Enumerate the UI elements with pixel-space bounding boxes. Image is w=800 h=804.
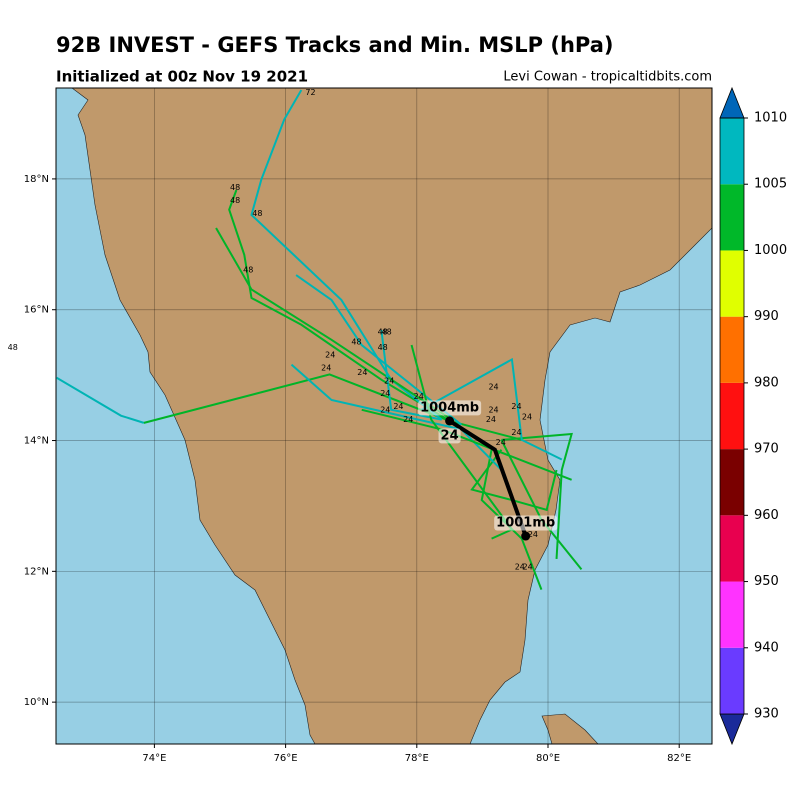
y-tick-label: 18°N	[24, 174, 49, 185]
hour-label: 24	[357, 368, 367, 377]
colorbar-tick-label: 1010	[754, 111, 787, 126]
island	[541, 713, 599, 744]
ensemble-track	[501, 432, 573, 559]
land	[71, 88, 712, 744]
colorbar-segment	[720, 581, 744, 648]
hour-label: 24	[528, 530, 538, 539]
title: 92B INVEST - GEFS Tracks and Min. MSLP (…	[56, 33, 614, 57]
ensemble-track	[228, 189, 451, 422]
colorbar-tick-label: 990	[754, 309, 779, 324]
ensemble-track	[295, 274, 463, 426]
colorbar-tick-label: 1005	[754, 177, 787, 192]
colorbar-extend-low	[719, 713, 745, 746]
hour-label: 24	[488, 405, 498, 414]
mean-track-label: 24	[441, 428, 459, 443]
credit: Levi Cowan - tropicaltidbits.com	[503, 70, 712, 85]
hour-label: 48	[8, 343, 18, 352]
colorbar-tick-label: 960	[754, 508, 779, 523]
ensemble-track	[56, 376, 145, 424]
subtitle: Initialized at 00z Nov 19 2021	[56, 68, 308, 86]
hour-label: 72	[305, 88, 315, 97]
mean-track-label: 1004mb	[420, 400, 479, 415]
hour-label: 24	[403, 415, 413, 424]
ensemble-track	[290, 363, 503, 471]
map-layer: 74°E 76°E 78°E 80°E 82°E 10°N 12°N 14°N 16°N 18°N…	[8, 88, 712, 764]
mean-track-point	[445, 416, 455, 426]
hour-label: 48	[351, 337, 361, 346]
ensemble-track	[420, 357, 563, 461]
hour-label: 24	[488, 382, 498, 391]
hour-label: 48	[252, 209, 262, 218]
colorbar-segment	[720, 449, 744, 516]
colorbar-tick-label: 940	[754, 640, 779, 655]
colorbar-tick-label: 980	[754, 375, 779, 390]
y-tick-label: 12°N	[24, 566, 49, 577]
colorbar-frame	[719, 117, 745, 715]
colorbar-segment	[720, 515, 744, 582]
ensemble-track	[380, 329, 442, 421]
colorbar-segment	[720, 250, 744, 317]
colorbar-segment	[720, 647, 744, 714]
hour-label: 24	[384, 377, 394, 386]
track-layer	[56, 89, 583, 591]
colorbar-segment	[720, 382, 744, 450]
hour-label: 24	[321, 363, 331, 372]
x-tick-label: 76°E	[274, 753, 298, 764]
y-tick-label: 14°N	[24, 436, 49, 447]
colorbar-tick-label: 1000	[754, 243, 787, 258]
colorbar-segment	[720, 184, 744, 251]
colorbar-tick-label: 970	[754, 442, 779, 457]
hour-label: 24	[496, 438, 506, 447]
colorbar-tick-label: 950	[754, 574, 779, 589]
hour-label: 24	[414, 392, 424, 401]
hour-label: 48	[230, 183, 240, 192]
hour-label: 48	[382, 327, 392, 336]
y-tick-label: 10°N	[24, 697, 49, 708]
hour-label: 24	[393, 402, 403, 411]
y-tick-label: 16°N	[24, 305, 49, 316]
label-box	[494, 515, 558, 531]
hour-label: 48	[243, 265, 253, 274]
mean-track	[448, 419, 528, 537]
hour-label: 24	[511, 402, 521, 411]
hour-label: 24	[522, 412, 532, 421]
mean-track-point	[521, 531, 531, 541]
hour-label: 24	[511, 428, 521, 437]
x-tick-label: 74°E	[142, 753, 166, 764]
hour-label: 24	[515, 562, 525, 571]
colorbar-segment	[720, 316, 744, 383]
hour-label: 48	[378, 327, 388, 336]
ensemble-track	[215, 227, 453, 421]
colorbar: 930 940 950 960 970 980 990 1000 1005 1010	[719, 86, 787, 746]
mean-track-label: 1001mb	[496, 516, 555, 531]
label-box	[438, 428, 461, 444]
map-frame	[55, 87, 713, 745]
colorbar-segment	[720, 118, 744, 185]
hour-label: 24	[523, 562, 533, 571]
x-tick-label: 78°E	[405, 753, 429, 764]
hour-label: 24	[486, 415, 496, 424]
map-base	[56, 88, 712, 744]
x-tick-label: 82°E	[667, 753, 691, 764]
colorbar-extend-high	[719, 86, 745, 119]
hour-label: 24	[325, 350, 335, 359]
hour-label: 24	[380, 389, 390, 398]
x-tick-label: 80°E	[536, 753, 560, 764]
label-box	[418, 400, 482, 416]
colorbar-tick-label: 930	[754, 707, 779, 722]
hour-label: 24	[380, 405, 390, 414]
hour-label: 48	[230, 196, 240, 205]
hour-label: 48	[378, 343, 388, 352]
ensemble-track	[410, 344, 514, 540]
